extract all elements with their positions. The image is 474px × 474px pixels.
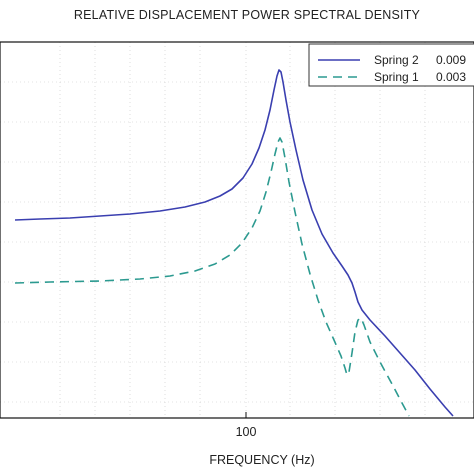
series-layer [14, 69, 454, 417]
legend-label-spring-2: Spring 2 [374, 53, 419, 67]
x-axis-label: FREQUENCY (Hz) [209, 453, 314, 467]
series-line-spring-2 [14, 69, 454, 417]
legend-label-spring-1: Spring 1 [374, 70, 419, 84]
legend-value-spring-2: 0.009 [436, 53, 466, 67]
grid-lines [0, 42, 474, 418]
chart-title: RELATIVE DISPLACEMENT POWER SPECTRAL DEN… [74, 8, 421, 22]
legend-value-spring-1: 0.003 [436, 70, 466, 84]
series-line-spring-1 [14, 137, 410, 417]
x-tick-label: 100 [236, 425, 257, 439]
legend-box [308, 43, 474, 87]
plot-frame [0, 41, 474, 419]
legend: Spring 2 0.009 Spring 1 0.003 [308, 43, 474, 87]
